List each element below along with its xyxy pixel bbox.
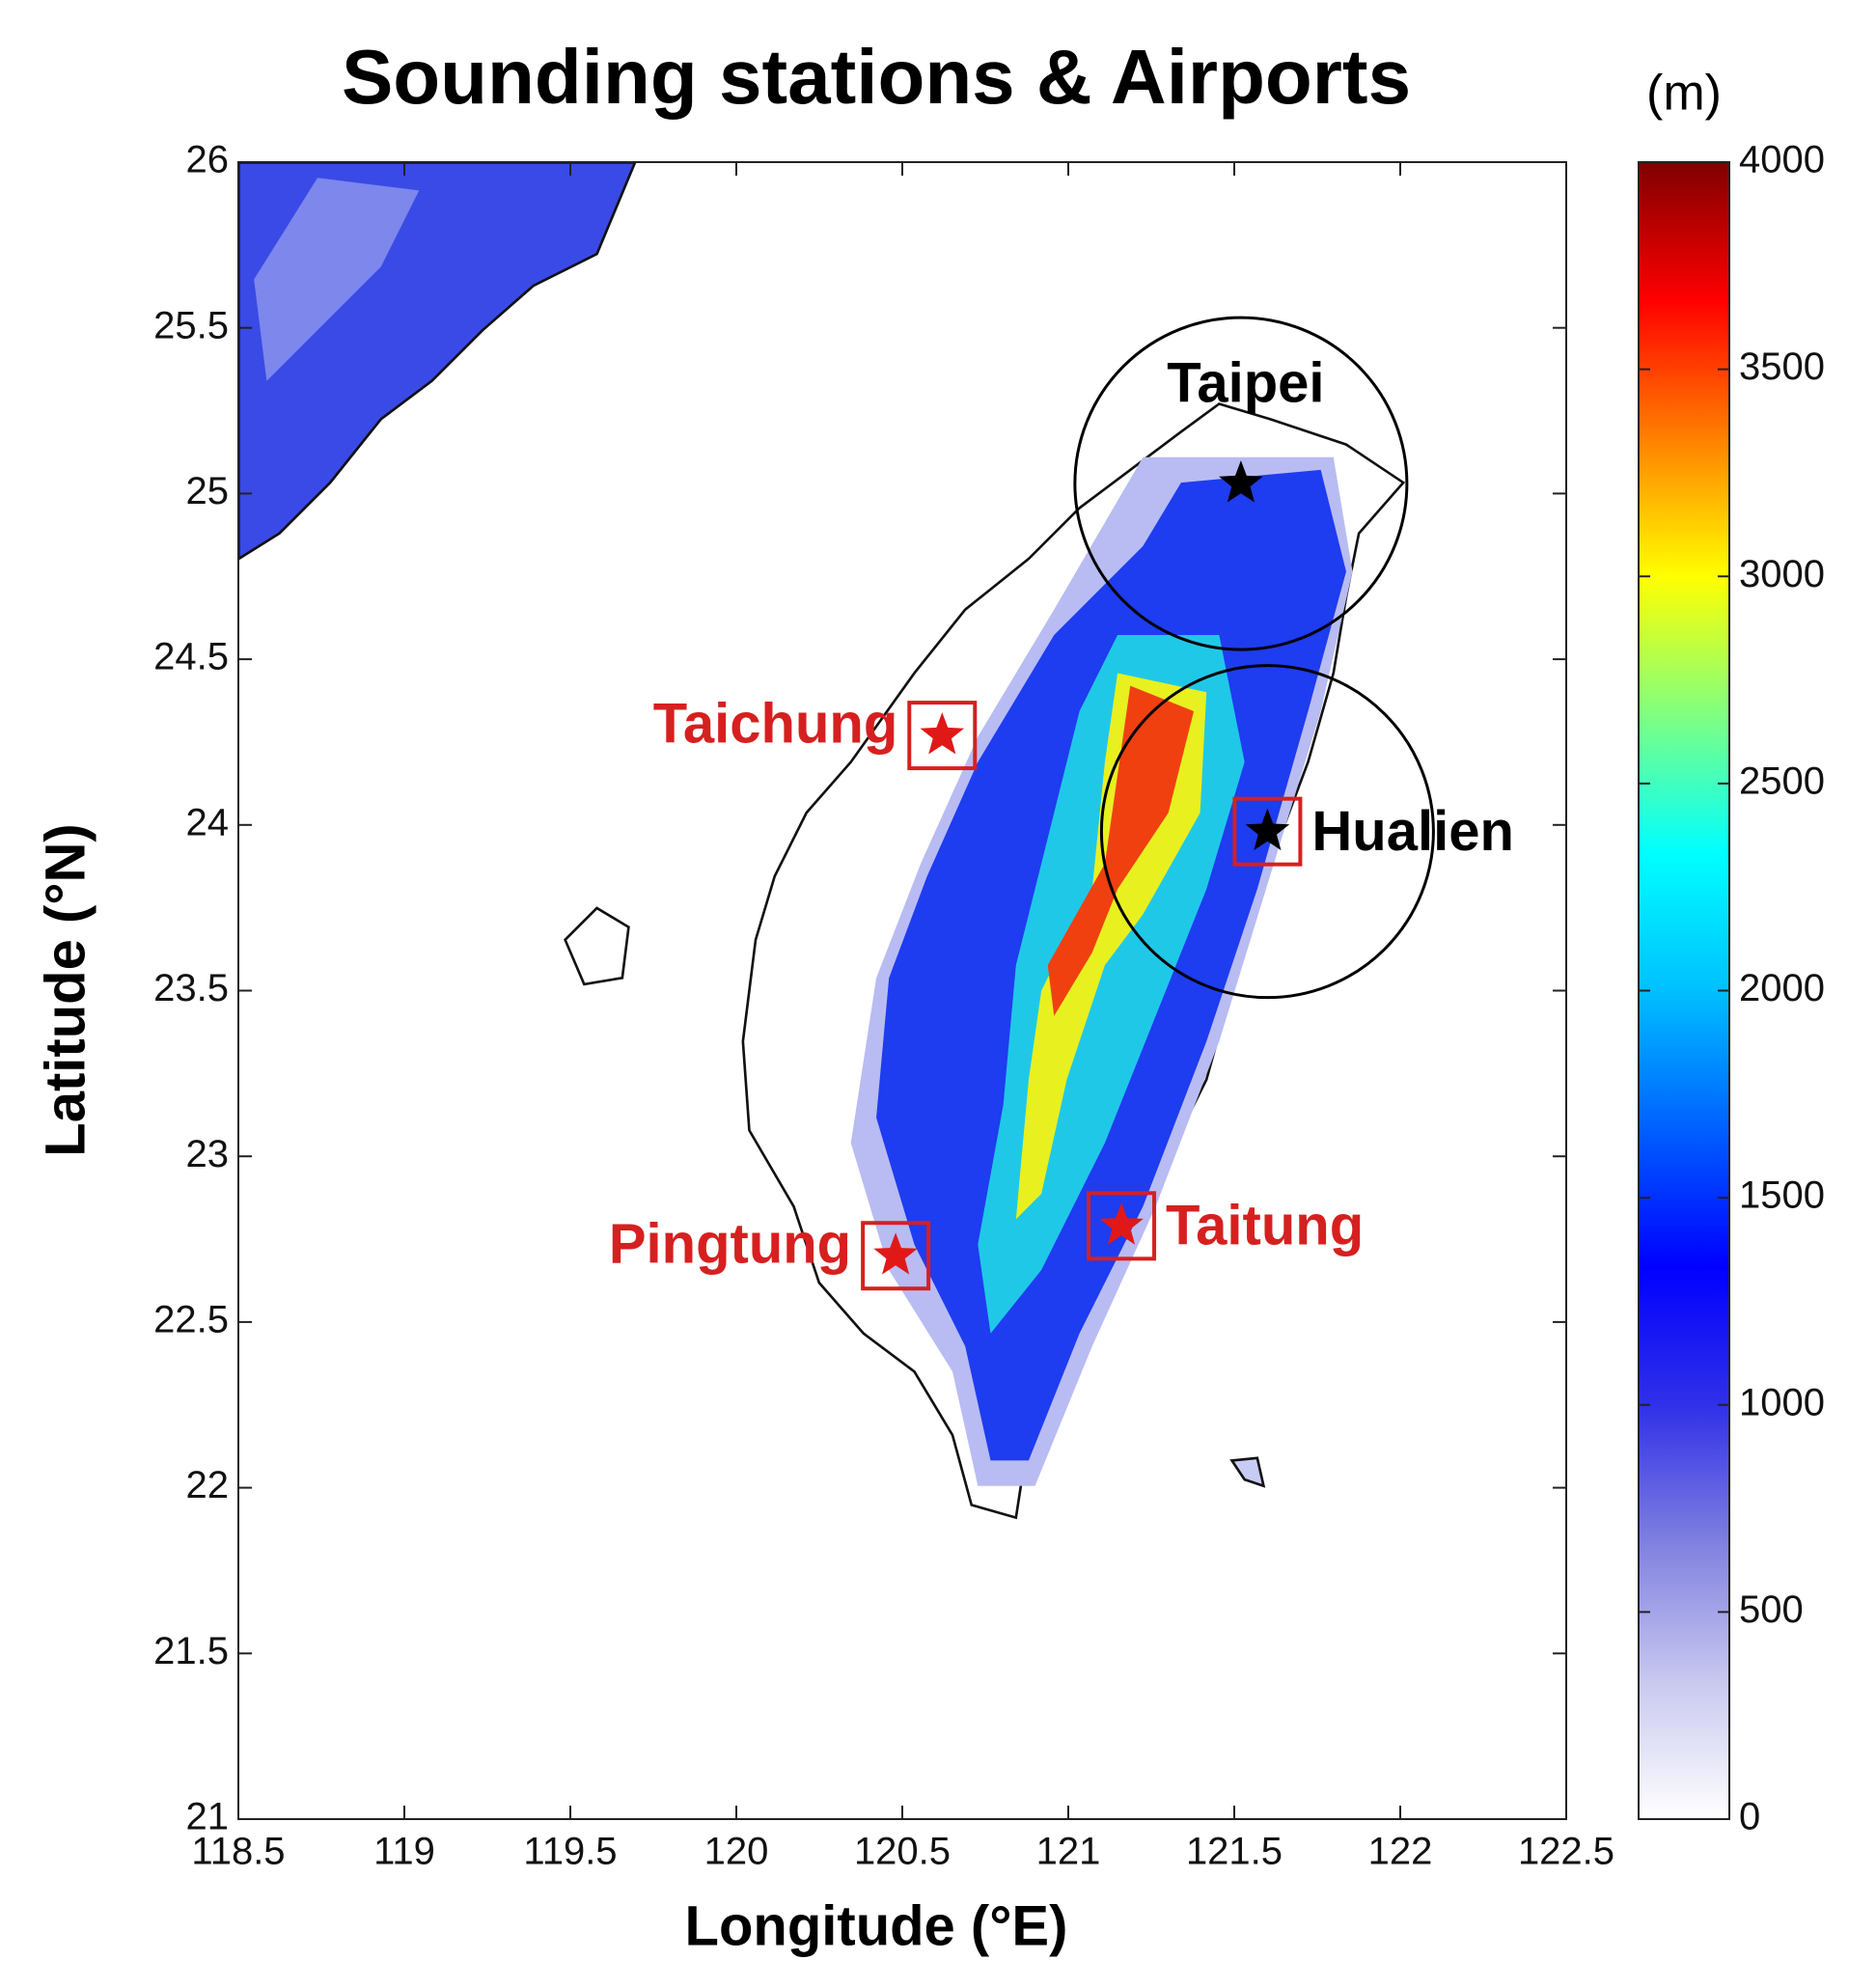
colorbar-label: (m): [1646, 66, 1722, 122]
y-axis-label: Latitude (°N): [34, 823, 97, 1156]
x-tick-label: 122: [1368, 1831, 1433, 1873]
mainland-light: [254, 178, 420, 381]
station-star: [1245, 808, 1290, 851]
y-tick-label: 23.5: [153, 967, 229, 1009]
y-tick-label: 23: [186, 1133, 230, 1175]
y-tick-label: 22: [186, 1464, 230, 1506]
station-star: [873, 1232, 918, 1275]
x-tick-label: 121.5: [1186, 1831, 1283, 1873]
sounding-range: [1073, 316, 1409, 651]
y-tick-label: 24.5: [153, 636, 229, 678]
colorbar: [1638, 161, 1730, 1820]
chart-title: Sounding stations & Airports: [342, 34, 1411, 120]
station-label: Taichung: [653, 692, 897, 755]
airport-box: [907, 701, 978, 771]
y-tick-label: 22.5: [153, 1298, 229, 1340]
colorbar-tick-label: 1500: [1739, 1174, 1825, 1217]
x-axis-label: Longitude (°E): [685, 1894, 1068, 1957]
sounding-range: [1099, 664, 1435, 1000]
y-tick-label: 21.5: [153, 1630, 229, 1672]
terrain: [238, 162, 1406, 1520]
colorbar-tick-label: 500: [1739, 1588, 1804, 1631]
y-tick-label: 26: [186, 139, 230, 181]
terrain-red: [1047, 685, 1195, 1016]
y-tick-label: 21: [186, 1796, 230, 1838]
x-tick-label: 119: [373, 1831, 435, 1873]
y-tick-label: 24: [186, 801, 230, 843]
y-tick-label: 25: [186, 470, 230, 512]
airport-box: [1232, 796, 1303, 867]
airport-box: [1087, 1191, 1157, 1261]
x-tick-label: 121: [1036, 1831, 1101, 1873]
colorbar-tick-label: 4000: [1739, 139, 1825, 181]
x-tick-label: 120.5: [854, 1831, 951, 1873]
x-tick-label: 120: [704, 1831, 769, 1873]
airport-box: [861, 1221, 931, 1291]
colorbar-tick-label: 2000: [1739, 967, 1825, 1009]
station-label: Hualien: [1311, 800, 1514, 863]
x-tick-label: 122.5: [1518, 1831, 1614, 1873]
station-star: [1219, 460, 1263, 503]
island: [1229, 1456, 1266, 1488]
x-tick-label: 119.5: [523, 1831, 617, 1873]
station-label: Taitung: [1166, 1195, 1364, 1257]
island: [564, 906, 630, 986]
colorbar-tick-label: 3500: [1739, 345, 1825, 388]
colorbar-tick-label: 2500: [1739, 759, 1825, 802]
station-label: Taipei: [1167, 351, 1324, 414]
station-label: Pingtung: [609, 1213, 851, 1276]
station-star: [1099, 1202, 1144, 1245]
colorbar-tick-label: 0: [1739, 1796, 1760, 1838]
station-star: [920, 712, 965, 755]
y-tick-label: 25.5: [153, 304, 229, 346]
x-tick-label: 118.5: [191, 1831, 285, 1873]
colorbar-tick-label: 3000: [1739, 553, 1825, 595]
colorbar-tick-label: 1000: [1739, 1381, 1825, 1423]
